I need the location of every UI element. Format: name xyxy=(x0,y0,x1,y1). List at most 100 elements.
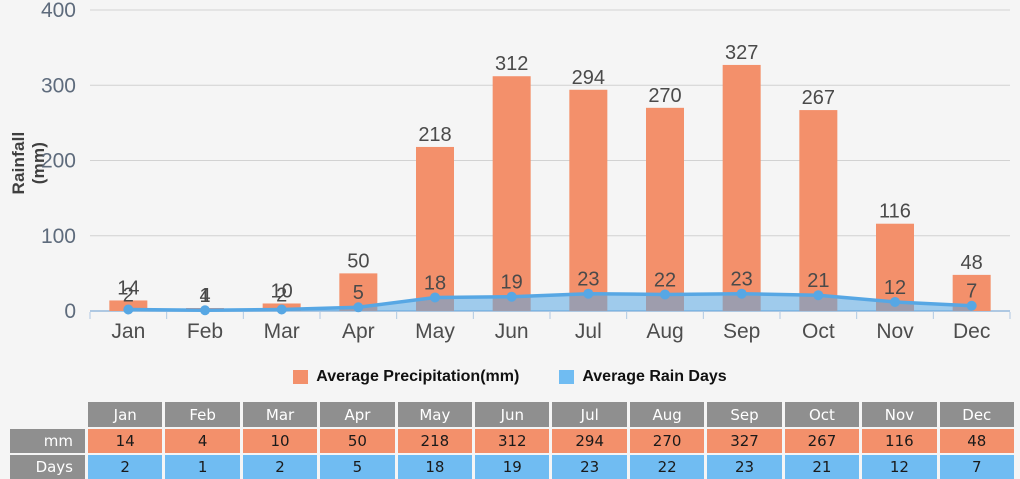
rain-days-line xyxy=(126,291,974,312)
table-header-feb: Feb xyxy=(165,402,240,427)
table-header-may: May xyxy=(397,402,473,427)
table-cell-mm-may: 218 xyxy=(397,429,473,453)
chart-canvas: 0 100 200 300 400 Jan Feb Mar Apr May Jun Jul Aug Sep… xyxy=(41,0,1011,343)
chart-legend: Average Precipitation(mm) Average Rain D… xyxy=(0,365,1020,389)
bar-jul[interactable] xyxy=(569,89,608,311)
rain-days-swatch-icon xyxy=(559,370,575,384)
table-header-jan: Jan xyxy=(88,402,163,427)
rain-days-point-apr[interactable] xyxy=(353,302,364,313)
rain-days-point-oct[interactable] xyxy=(813,290,824,301)
table-cell-mm-sep: 327 xyxy=(707,429,782,453)
table-row-label-mm: mm xyxy=(10,429,85,453)
table-header-nov: Nov xyxy=(862,402,937,427)
bar-value-label: 218 xyxy=(418,124,451,146)
table-cell-days-mar: 2 xyxy=(242,455,318,479)
table-cell-mm-nov: 116 xyxy=(862,429,937,453)
bar-value-label: 50 xyxy=(347,250,369,272)
table-header-jun: Jun xyxy=(475,402,550,427)
table-header-mar: Mar xyxy=(242,402,318,427)
rain-days-value-label: 21 xyxy=(807,270,829,292)
table-cell-days-apr: 5 xyxy=(320,455,395,479)
bar-value-label: 267 xyxy=(802,87,835,109)
table-cell-days-sep: 23 xyxy=(707,455,782,479)
bar-sep[interactable] xyxy=(722,64,761,312)
bar-value-label: 116 xyxy=(879,201,911,223)
rain-days-value-label: 7 xyxy=(966,281,977,303)
bar-oct[interactable] xyxy=(799,110,838,312)
x-tick-label-may: May xyxy=(415,320,455,343)
rain-days-value-label: 23 xyxy=(577,269,599,291)
legend-item-rain-days[interactable]: Average Rain Days xyxy=(559,368,727,386)
x-tick-label-jun: Jun xyxy=(495,320,529,343)
table-cell-mm-feb: 4 xyxy=(165,429,240,453)
table-cell-mm-jan: 14 xyxy=(88,429,163,453)
rain-days-point-dec[interactable] xyxy=(966,300,977,311)
y-tick-label: 0 xyxy=(64,300,76,323)
table-cell-mm-jun: 312 xyxy=(475,429,550,453)
table-header-jul: Jul xyxy=(552,402,627,427)
table-cell-days-aug: 22 xyxy=(629,455,705,479)
x-tick-label-dec: Dec xyxy=(953,320,990,343)
x-tick-label-apr: Apr xyxy=(342,320,375,343)
x-tick-label-feb: Feb xyxy=(187,320,223,343)
table-header-dec: Dec xyxy=(939,402,1014,427)
table-cell-mm-dec: 48 xyxy=(939,429,1014,453)
table-cell-days-feb: 1 xyxy=(165,455,240,479)
table-cell-mm-aug: 270 xyxy=(629,429,705,453)
rain-days-point-jun[interactable] xyxy=(506,291,517,302)
rain-days-point-mar[interactable] xyxy=(276,304,287,315)
bar-jun[interactable] xyxy=(492,76,531,311)
table-cell-mm-jul: 294 xyxy=(552,429,627,453)
table-corner-cell xyxy=(10,402,85,427)
y-tick-label: 300 xyxy=(41,74,76,97)
table-cell-mm-apr: 50 xyxy=(320,429,395,453)
bar-value-label: 327 xyxy=(725,42,758,64)
table-cell-days-jun: 19 xyxy=(475,455,550,479)
bar-may[interactable] xyxy=(416,146,454,311)
precipitation-swatch-icon xyxy=(293,370,309,384)
bar-value-label: 294 xyxy=(572,67,605,89)
x-tick-label-jan: Jan xyxy=(111,320,145,343)
rain-days-value-label: 19 xyxy=(501,272,523,294)
rain-days-point-jan[interactable] xyxy=(123,304,134,315)
x-tick-label-jul: Jul xyxy=(575,320,602,343)
bar-value-label: 4 xyxy=(199,285,210,307)
table-row-label-days: Days xyxy=(10,455,85,479)
rain-days-point-nov[interactable] xyxy=(890,296,900,307)
bar-aug[interactable] xyxy=(646,107,684,311)
x-tick-label-oct: Oct xyxy=(802,320,835,343)
rain-days-value-label: 1 xyxy=(199,285,210,307)
y-tick-label: 100 xyxy=(41,225,76,248)
legend-label-rain-days: Average Rain Days xyxy=(582,368,727,385)
x-tick-label-aug: Aug xyxy=(646,320,683,343)
rain-days-value-label: 2 xyxy=(123,284,134,306)
bar-value-label: 270 xyxy=(648,85,681,107)
y-tick-label: 400 xyxy=(41,0,76,22)
legend-item-precipitation[interactable]: Average Precipitation(mm) xyxy=(293,368,519,386)
rain-days-value-label: 22 xyxy=(654,269,676,291)
rain-days-point-sep[interactable] xyxy=(736,288,747,299)
rain-days-point-feb[interactable] xyxy=(200,305,210,316)
rain-days-point-may[interactable] xyxy=(430,292,440,303)
y-tick-label: 200 xyxy=(41,150,76,173)
table-cell-days-oct: 21 xyxy=(784,455,860,479)
table-cell-mm-mar: 10 xyxy=(242,429,318,453)
rain-days-point-jul[interactable] xyxy=(583,288,594,299)
rainfall-chart: Rainfall (mm) 0 100 200 300 400 Jan Feb Mar Apr M… xyxy=(9,0,1011,343)
bar-value-label: 312 xyxy=(495,53,528,75)
table-cell-days-nov: 12 xyxy=(862,455,937,479)
table-cell-days-dec: 7 xyxy=(939,455,1014,479)
data-table: Jan Feb Mar Apr May Jun Jul Aug Sep Oct Nov Dec mm 14… xyxy=(10,402,1014,479)
table-header-apr: Apr xyxy=(320,402,395,427)
rain-days-value-label: 2 xyxy=(276,284,287,306)
rain-days-value-label: 18 xyxy=(424,272,446,294)
rain-days-point-aug[interactable] xyxy=(660,289,670,300)
bar-nov[interactable] xyxy=(876,223,914,311)
bar-value-label: 14 xyxy=(117,277,139,299)
table-cell-days-jul: 23 xyxy=(552,455,627,479)
table-cell-days-may: 18 xyxy=(397,455,473,479)
legend-label-precipitation: Average Precipitation(mm) xyxy=(316,368,520,385)
x-tick-label-sep: Sep xyxy=(723,320,760,343)
x-tick-label-mar: Mar xyxy=(264,320,300,343)
